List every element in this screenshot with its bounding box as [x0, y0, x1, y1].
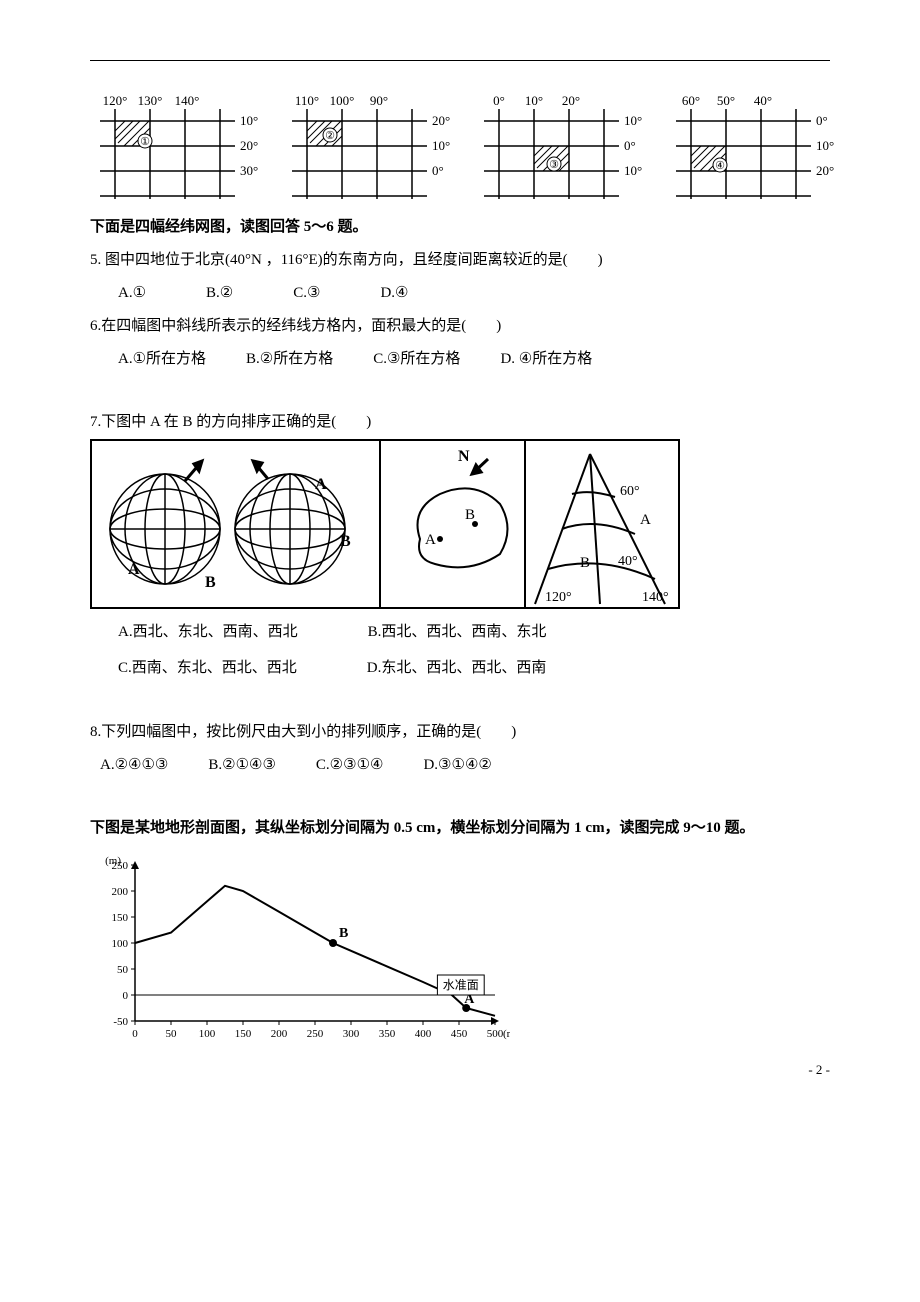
grid4-top-0: 60°	[682, 93, 700, 108]
grid-panel-4: ④ 60° 50° 40° 0° 10° 20°	[666, 91, 834, 201]
svg-text:(m): (m)	[105, 855, 121, 867]
q8-opt-d: D.③①④②	[423, 749, 491, 782]
q6-opt-c: C.③所在方格	[373, 343, 460, 376]
svg-text:100: 100	[199, 1028, 216, 1040]
q5-options: A.① B.② C.③ D.④	[90, 277, 830, 310]
grid3-top-0: 0°	[493, 93, 505, 108]
q7-options: A.西北、东北、西南、西北 B.西北、西北、西南、东北 C.西南、东北、西北、西…	[90, 614, 830, 686]
q7-p4-40: 40°	[618, 554, 638, 569]
svg-text:400: 400	[415, 1028, 432, 1040]
top-rule	[90, 60, 830, 61]
svg-text:-50: -50	[113, 1016, 128, 1028]
grid4-r-2: 20°	[816, 163, 834, 178]
q6-stem: 6.在四幅图中斜线所表示的经纬线方格内，面积最大的是( )	[90, 310, 830, 343]
q7-p4-120: 120°	[545, 590, 572, 605]
grid2-r-2: 0°	[432, 163, 444, 178]
q7-opt-c: C.西南、东北、西北、西北	[118, 650, 297, 686]
q8-opt-b: B.②①④③	[208, 749, 276, 782]
q5-opt-a: A.①	[118, 277, 146, 310]
intro-56: 下面是四幅经纬网图，读图回答 5～6 题。	[90, 211, 830, 244]
grid2-top-1: 100°	[330, 93, 355, 108]
svg-text:500: 500	[487, 1028, 504, 1040]
grid4-r-1: 10°	[816, 138, 834, 153]
profile-chart: -500501001502002500501001502002503003504…	[90, 853, 510, 1053]
grid1-r-0: 10°	[240, 113, 258, 128]
q7-opt-b: B.西北、西北、西南、东北	[368, 614, 547, 650]
grid2-top-2: 90°	[370, 93, 388, 108]
svg-text:0: 0	[132, 1028, 138, 1040]
q7-p4-140: 140°	[642, 590, 669, 605]
q5-stem: 5. 图中四地位于北京(40°N ，116°E)的东南方向，且经度间距离较近的是…	[90, 244, 830, 277]
q5-opt-c: C.③	[293, 277, 320, 310]
grid1-r-1: 20°	[240, 138, 258, 153]
grid3-r-0: 10°	[624, 113, 642, 128]
grid-panel-2: ② 110° 100° 90° 20° 10° 0°	[282, 91, 450, 201]
q8-stem: 8.下列四幅图中，按比例尺由大到小的排列顺序，正确的是( )	[90, 716, 830, 749]
svg-text:200: 200	[271, 1028, 288, 1040]
grid4-top-2: 40°	[754, 93, 772, 108]
q7-opt-a: A.西北、东北、西南、西北	[118, 614, 298, 650]
q7-stem: 7.下图中 A 在 B 的方向排序正确的是( )	[90, 406, 830, 439]
page-number: - 2 -	[808, 1062, 830, 1078]
svg-text:150: 150	[235, 1028, 252, 1040]
svg-text:50: 50	[117, 964, 129, 976]
q7-p4-A: A	[640, 512, 651, 528]
q7-opt-d: D.东北、西北、西北、西南	[367, 650, 547, 686]
grid2-top-0: 110°	[295, 93, 319, 108]
svg-text:350: 350	[379, 1028, 396, 1040]
q6-options: A.①所在方格 B.②所在方格 C.③所在方格 D. ④所在方格	[90, 343, 830, 376]
grid1-top-1: 130°	[138, 93, 163, 108]
q6-opt-d: D. ④所在方格	[500, 343, 592, 376]
grid3-top-1: 10°	[525, 93, 543, 108]
grid1-top-2: 140°	[175, 93, 200, 108]
svg-text:水准面: 水准面	[443, 978, 479, 992]
svg-text:250: 250	[307, 1028, 324, 1040]
svg-text:A: A	[425, 532, 436, 548]
grid3-top-2: 20°	[562, 93, 580, 108]
svg-text:300: 300	[343, 1028, 360, 1040]
grid2-r-1: 10°	[432, 138, 450, 153]
svg-text:200: 200	[112, 886, 129, 898]
circle-num-3: ③	[549, 159, 559, 171]
svg-text:50: 50	[166, 1028, 178, 1040]
svg-text:0: 0	[123, 990, 129, 1002]
q7-p4-B: B	[580, 555, 590, 571]
latlong-grid-row: ① 120° 130° 140° 10° 20° 30° ② 110° 100°…	[90, 91, 830, 201]
svg-text:150: 150	[112, 912, 129, 924]
grid4-top-1: 50°	[717, 93, 735, 108]
grid3-r-2: 10°	[624, 163, 642, 178]
intro-910: 下图是某地地形剖面图，其纵坐标划分间隔为 0.5 cm，横坐标划分间隔为 1 c…	[90, 812, 830, 845]
q5-opt-d: D.④	[380, 277, 408, 310]
q7-p4-60: 60°	[620, 484, 640, 499]
grid3-r-1: 0°	[624, 138, 636, 153]
circle-num-4: ④	[715, 160, 725, 172]
grid1-r-2: 30°	[240, 163, 258, 178]
q7-figure: A B A B N A B 60° 40° 120° 140° A B	[90, 439, 680, 609]
svg-text:B: B	[465, 507, 475, 523]
circle-num-1: ①	[140, 136, 150, 148]
grid1-top-0: 120°	[103, 93, 128, 108]
svg-text:N: N	[458, 448, 470, 465]
q8-options: A.②④①③ B.②①④③ C.②③①④ D.③①④②	[90, 749, 830, 782]
q6-opt-a: A.①所在方格	[118, 343, 206, 376]
svg-text:450: 450	[451, 1028, 468, 1040]
svg-text:B: B	[340, 533, 351, 550]
svg-text:(m): (m)	[503, 1028, 510, 1040]
grid4-r-0: 0°	[816, 113, 828, 128]
q8-opt-c: C.②③①④	[316, 749, 384, 782]
svg-text:A: A	[128, 561, 140, 578]
q8-opt-a: A.②④①③	[100, 749, 168, 782]
circle-num-2: ②	[325, 130, 335, 142]
q5-opt-b: B.②	[206, 277, 233, 310]
svg-text:A: A	[315, 476, 327, 493]
q6-opt-b: B.②所在方格	[246, 343, 333, 376]
svg-text:100: 100	[112, 938, 129, 950]
grid-panel-1: ① 120° 130° 140° 10° 20° 30°	[90, 91, 258, 201]
grid-panel-3: ③ 0° 10° 20° 10° 0° 10°	[474, 91, 642, 201]
grid2-r-0: 20°	[432, 113, 450, 128]
svg-text:B: B	[205, 574, 216, 591]
svg-text:B: B	[339, 926, 348, 941]
